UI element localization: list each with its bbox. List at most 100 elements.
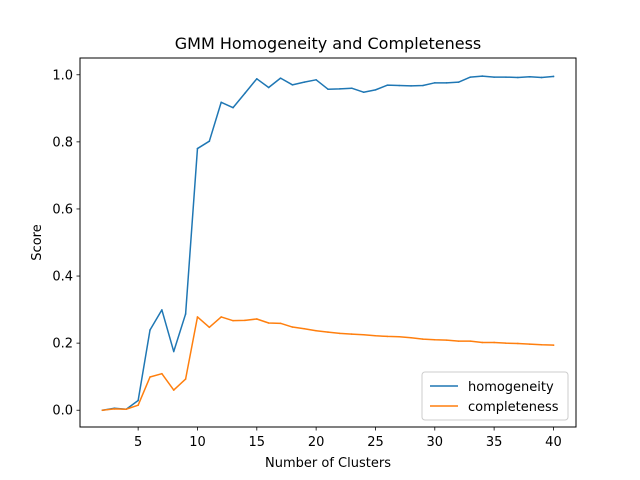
data-point-completeness-36 — [505, 342, 507, 344]
data-point-homogeneity-5 — [137, 399, 139, 402]
x-tick-label: 10 — [189, 435, 206, 450]
data-point-homogeneity-13 — [232, 106, 234, 109]
y-tick-label: 1.0 — [52, 68, 73, 83]
data-point-completeness-22 — [339, 332, 341, 335]
data-point-homogeneity-6 — [149, 329, 151, 331]
data-point-completeness-14 — [244, 319, 246, 322]
data-point-completeness-35 — [493, 341, 495, 344]
x-tick-label: 35 — [486, 435, 503, 450]
data-point-homogeneity-37 — [517, 76, 519, 79]
data-point-completeness-5 — [137, 404, 139, 407]
data-point-completeness-34 — [481, 341, 484, 344]
data-point-homogeneity-39 — [540, 76, 543, 79]
data-point-completeness-32 — [457, 340, 460, 342]
legend-label-completeness: completeness — [468, 400, 559, 415]
x-axis: 5 10 15 20 25 30 35 40 — [134, 427, 562, 450]
legend: homogeneity completeness — [421, 371, 569, 421]
data-point-completeness-9 — [184, 378, 187, 380]
data-point-completeness-31 — [445, 339, 448, 341]
data-point-homogeneity-12 — [220, 101, 223, 104]
series-completeness — [101, 316, 555, 412]
data-point-completeness-18 — [291, 326, 294, 328]
data-point-completeness-4 — [125, 408, 128, 411]
data-point-homogeneity-15 — [255, 78, 258, 80]
data-point-homogeneity-9 — [184, 313, 187, 315]
data-point-homogeneity-38 — [528, 75, 531, 78]
x-tick-label: 15 — [249, 435, 266, 450]
data-point-homogeneity-28 — [410, 85, 412, 87]
data-point-homogeneity-8 — [172, 350, 175, 353]
y-axis: 0.0 0.2 0.4 0.6 0.8 1.0 — [52, 68, 80, 419]
data-point-homogeneity-35 — [493, 76, 495, 78]
data-point-completeness-19 — [303, 327, 306, 330]
data-point-completeness-40 — [552, 344, 555, 346]
data-point-homogeneity-27 — [398, 84, 401, 87]
data-point-completeness-17 — [279, 322, 282, 325]
y-tick-label: 0.8 — [52, 135, 73, 150]
data-point-homogeneity-7 — [161, 309, 163, 311]
data-point-completeness-33 — [469, 340, 472, 342]
data-point-homogeneity-22 — [339, 88, 341, 90]
data-point-homogeneity-17 — [279, 77, 282, 79]
y-tick-label: 0.6 — [52, 202, 73, 217]
data-point-completeness-27 — [398, 335, 401, 338]
chart-title: GMM Homogeneity and Completeness — [175, 34, 482, 53]
data-point-homogeneity-34 — [481, 75, 484, 77]
data-point-homogeneity-30 — [433, 82, 436, 84]
data-point-homogeneity-40 — [552, 75, 555, 78]
x-tick-label: 40 — [545, 435, 562, 450]
plot-frame — [79, 57, 577, 428]
data-point-completeness-20 — [315, 329, 317, 332]
series-homogeneity — [101, 75, 555, 412]
data-point-completeness-3 — [113, 408, 116, 410]
data-point-completeness-24 — [362, 333, 365, 336]
data-point-homogeneity-10 — [196, 147, 199, 150]
data-point-homogeneity-11 — [208, 140, 211, 142]
y-axis-label: Score — [30, 224, 45, 260]
data-point-completeness-39 — [540, 344, 543, 346]
data-point-homogeneity-23 — [350, 87, 353, 89]
x-tick-label: 20 — [308, 435, 325, 450]
data-point-completeness-28 — [410, 336, 412, 339]
data-point-homogeneity-18 — [291, 84, 294, 86]
series-layer — [101, 75, 555, 412]
data-point-homogeneity-21 — [327, 88, 329, 90]
x-tick-label: 25 — [367, 435, 384, 450]
data-point-completeness-13 — [232, 319, 234, 322]
data-point-completeness-23 — [350, 333, 353, 335]
x-tick-label: 30 — [427, 435, 444, 450]
x-axis-label: Number of Clusters — [265, 456, 391, 471]
data-point-completeness-29 — [422, 338, 424, 340]
data-point-homogeneity-33 — [469, 76, 472, 78]
data-point-completeness-8 — [172, 389, 175, 391]
data-point-homogeneity-16 — [267, 86, 270, 89]
legend-box — [421, 371, 569, 421]
data-point-completeness-25 — [374, 334, 377, 337]
data-point-homogeneity-19 — [303, 81, 306, 83]
y-tick-label: 0.2 — [52, 337, 73, 352]
x-tick-label: 5 — [134, 435, 142, 450]
data-point-completeness-21 — [327, 331, 329, 333]
data-point-completeness-26 — [386, 335, 389, 338]
data-point-completeness-7 — [161, 372, 163, 375]
y-tick-label: 0.0 — [52, 404, 73, 419]
data-point-completeness-38 — [528, 343, 531, 345]
y-tick-label: 0.4 — [52, 270, 73, 285]
data-point-homogeneity-36 — [505, 76, 507, 78]
data-point-completeness-15 — [255, 318, 258, 320]
data-point-completeness-12 — [220, 316, 223, 318]
data-point-completeness-2 — [101, 409, 104, 412]
data-point-homogeneity-26 — [386, 84, 389, 86]
data-point-homogeneity-29 — [422, 84, 424, 87]
data-point-homogeneity-32 — [457, 81, 460, 83]
data-point-homogeneity-24 — [362, 91, 365, 94]
data-point-homogeneity-14 — [244, 92, 246, 95]
data-point-completeness-10 — [196, 316, 199, 318]
data-point-completeness-37 — [517, 342, 519, 345]
data-point-completeness-6 — [149, 376, 151, 378]
data-point-completeness-30 — [433, 338, 436, 341]
data-point-completeness-11 — [208, 326, 211, 329]
data-point-completeness-16 — [267, 322, 270, 324]
data-point-homogeneity-31 — [445, 82, 448, 84]
